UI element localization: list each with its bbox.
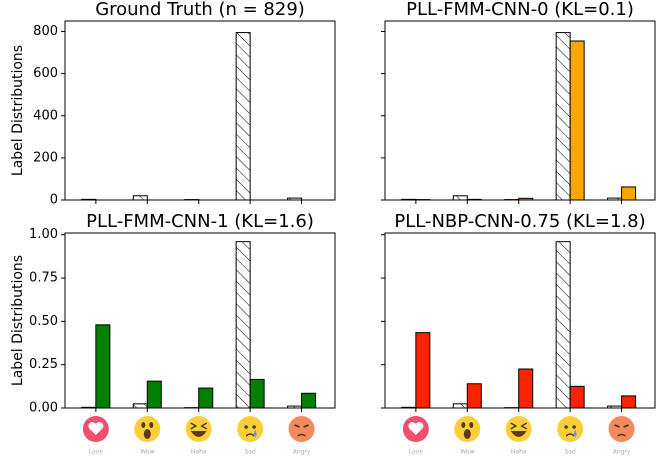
bar <box>147 381 161 408</box>
emoji-eye <box>252 425 256 429</box>
bar <box>133 404 147 408</box>
emoji-face <box>237 416 263 442</box>
chart-title: PLL-FMM-CNN-1 (KL=1.6) <box>86 211 314 232</box>
emoji-eye <box>461 422 465 428</box>
y-tick-label: 0.75 <box>29 271 58 286</box>
y-tick-label: 600 <box>33 66 58 81</box>
bar <box>250 379 264 408</box>
y-tick-label: 400 <box>33 108 58 123</box>
chart-title: PLL-FMM-CNN-0 (KL=0.1) <box>406 0 634 20</box>
emoji-eye <box>572 425 576 429</box>
emoji-icon <box>83 416 109 442</box>
y-axis-label: Label Distributions <box>10 255 26 386</box>
x-tick-label: Love <box>89 449 103 456</box>
bar <box>570 386 584 408</box>
x-tick-label: Haha <box>511 449 527 456</box>
bar <box>519 369 533 408</box>
emoji-icon <box>609 416 635 442</box>
y-tick-label: 0.25 <box>29 357 58 372</box>
emoji-eye <box>564 425 568 429</box>
bar <box>622 396 636 408</box>
chart-title: PLL-NBP-CNN-0.75 (KL=1.8) <box>394 211 645 232</box>
y-tick-label: 800 <box>33 24 58 39</box>
emoji-face <box>609 416 635 442</box>
bar <box>96 325 110 408</box>
emoji-mouth <box>144 429 151 439</box>
bar <box>622 187 636 200</box>
emoji-eye <box>141 422 145 428</box>
bar <box>556 242 570 408</box>
y-tick-label: 0.00 <box>29 401 58 416</box>
emoji-icon <box>186 416 212 442</box>
x-tick-label: Sad <box>564 449 575 456</box>
x-tick-label: Haha <box>191 449 207 456</box>
x-tick-label: Angry <box>613 449 631 456</box>
bar <box>133 196 147 200</box>
plot-frame <box>65 21 335 200</box>
x-tick-label: Sad <box>244 449 255 456</box>
emoji-icon <box>134 416 160 442</box>
y-tick-label: 0 <box>50 193 58 208</box>
y-tick-label: 200 <box>33 150 58 165</box>
bar <box>453 404 467 408</box>
emoji-face <box>506 416 532 442</box>
emoji-eye <box>244 425 248 429</box>
emoji-icon <box>403 416 429 442</box>
y-tick-label: 0.50 <box>29 314 58 329</box>
x-tick-label: Wow <box>460 449 474 456</box>
bar <box>302 393 316 408</box>
emoji-face <box>557 416 583 442</box>
emoji-icon <box>506 416 532 442</box>
y-axis-label: Label Distributions <box>10 45 26 176</box>
emoji-icon <box>557 416 583 442</box>
y-tick-label: 1.00 <box>29 227 58 242</box>
bar <box>416 333 430 408</box>
bar <box>570 41 584 200</box>
emoji-mouth <box>464 429 471 439</box>
bar <box>453 196 467 200</box>
chart-title: Ground Truth (n = 829) <box>95 0 305 20</box>
x-tick-label: Wow <box>140 449 154 456</box>
bar <box>199 388 213 408</box>
x-tick-label: Angry <box>293 449 311 456</box>
bar <box>467 384 481 408</box>
emoji-eye <box>469 422 473 428</box>
plot-frame <box>385 21 655 200</box>
emoji-icon <box>237 416 263 442</box>
emoji-face <box>289 416 315 442</box>
emoji-face <box>186 416 212 442</box>
emoji-eye <box>149 422 153 428</box>
x-tick-label: Love <box>409 449 423 456</box>
emoji-icon <box>289 416 315 442</box>
bar <box>556 33 570 200</box>
bar <box>236 242 250 408</box>
emoji-icon <box>454 416 480 442</box>
bar <box>236 33 250 200</box>
